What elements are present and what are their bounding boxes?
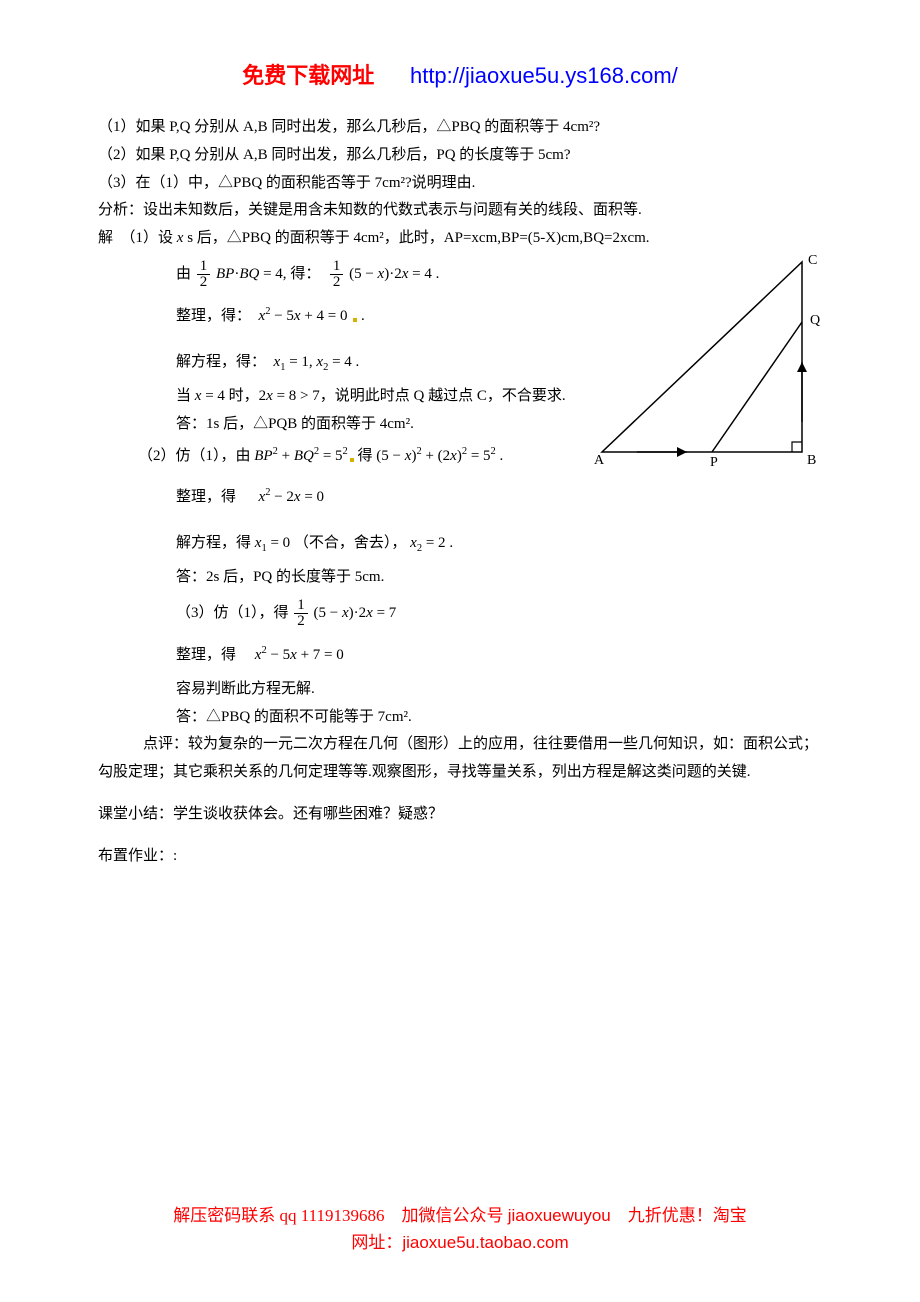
- footer-text-1: 解压密码联系 qq 1119139686 加微信公众号: [173, 1206, 508, 1225]
- footer-text-2: 九折优惠！淘宝: [611, 1206, 747, 1225]
- label-B: B: [807, 453, 816, 468]
- problem-1: （1）如果 P,Q 分别从 A,B 同时出发，那么几秒后，△PBQ 的面积等于 …: [98, 114, 822, 142]
- text: 整理，得: [176, 647, 251, 663]
- header-title: 免费下载网址: [242, 63, 374, 88]
- solution-3: （3）仿（1），得 12 (5 − x)·2x = 7: [98, 592, 822, 635]
- label-C: C: [808, 253, 817, 268]
- label-P: P: [710, 455, 718, 470]
- commentary: 点评：较为复杂的一元二次方程在几何（图形）上的应用，往往要借用一些几何知识，如：…: [98, 731, 822, 787]
- no-solution: 容易判断此方程无解.: [98, 676, 822, 704]
- text: 解方程，得: [176, 535, 255, 551]
- page-footer: 解压密码联系 qq 1119139686 加微信公众号 jiaoxuewuyou…: [0, 1202, 920, 1256]
- text: 整理，得：: [176, 308, 251, 324]
- text: 当: [176, 388, 195, 404]
- text: ，说明此时点 Q 越过点 C，不合要求.: [320, 388, 566, 404]
- highlight-dot: [350, 458, 354, 462]
- text: 得: [358, 448, 377, 464]
- footer-text-3: 网址：: [351, 1233, 402, 1252]
- label-A: A: [594, 453, 605, 468]
- footer-url: jiaoxue5u.taobao.com: [402, 1233, 568, 1252]
- label-Q: Q: [810, 313, 820, 328]
- text: （不合，舍去），: [294, 535, 407, 551]
- equation-4: 整理，得 x2 − 2x = 0: [98, 477, 822, 518]
- commentary-text: 点评：较为复杂的一元二次方程在几何（图形）上的应用，往往要借用一些几何知识，如：…: [98, 731, 822, 787]
- problem-2: （2）如果 P,Q 分别从 A,B 同时出发，那么几秒后，PQ 的长度等于 5c…: [98, 142, 822, 170]
- document-body: A B C P Q （1）如果 P,Q 分别从 A,B 同时出发，那么几秒后，△…: [98, 114, 822, 870]
- analysis: 分析：设出未知数后，关键是用含未知数的代数式表示与问题有关的线段、面积等.: [98, 197, 822, 225]
- homework: 布置作业：:: [98, 843, 822, 871]
- text: 时，: [225, 388, 259, 404]
- class-summary: 课堂小结：学生谈收获体会。还有哪些困难？疑惑？: [98, 801, 822, 829]
- text: （3）仿（1），得: [176, 605, 289, 621]
- footer-wechat: jiaoxuewuyou: [508, 1206, 611, 1225]
- text: s 后，△PBQ 的面积等于 4cm²，此时，AP=xcm,BP=(5-X)cm…: [187, 230, 649, 246]
- solution-1-setup: 解 （1）设 x s 后，△PBQ 的面积等于 4cm²，此时，AP=xcm,B…: [98, 225, 822, 253]
- text: 由: [176, 266, 191, 282]
- answer-3: 答：△PBQ 的面积不可能等于 7cm².: [98, 704, 822, 732]
- text: 解 （1）设: [98, 230, 173, 246]
- problem-3: （3）在（1）中，△PBQ 的面积能否等于 7cm²?说明理由.: [98, 170, 822, 198]
- page-header: 免费下载网址 http://jiaoxue5u.ys168.com/: [98, 58, 822, 90]
- answer-2: 答：2s 后，PQ 的长度等于 5cm.: [98, 564, 822, 592]
- header-url: http://jiaoxue5u.ys168.com/: [410, 63, 678, 88]
- text: 得：: [290, 266, 320, 282]
- text: 整理，得: [176, 489, 251, 505]
- equation-5: 解方程，得 x1 = 0 （不合，舍去）， x2 = 2 .: [98, 524, 822, 564]
- triangle-figure: A B C P Q: [582, 252, 832, 477]
- equation-6: 整理，得 x2 − 5x + 7 = 0: [98, 635, 822, 676]
- var-x: x: [173, 230, 187, 246]
- text: （2）仿（1），由: [138, 448, 251, 464]
- text: 解方程，得：: [176, 354, 266, 370]
